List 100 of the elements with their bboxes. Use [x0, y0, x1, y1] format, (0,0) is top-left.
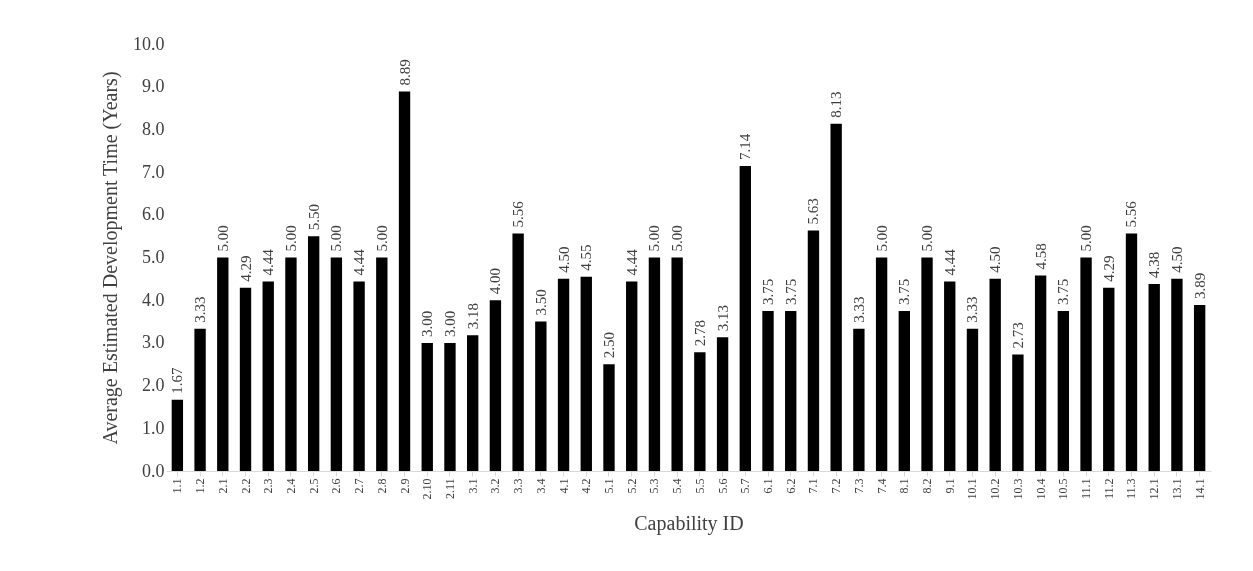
x-tick-label: 5.5	[692, 478, 707, 494]
data-label: 4.55	[578, 244, 595, 271]
x-tick-label: 2.2	[238, 478, 253, 494]
data-label: 5.63	[805, 198, 822, 225]
x-tick-label: 7.3	[851, 478, 866, 494]
data-label: 4.50	[555, 246, 572, 273]
x-tick-label: 11.1	[1079, 478, 1094, 500]
bar	[376, 257, 388, 471]
y-tick-label: 4.0	[142, 289, 165, 310]
bar	[285, 257, 297, 471]
bar	[671, 257, 683, 471]
bar	[898, 310, 910, 471]
bar	[921, 257, 933, 471]
bar	[739, 166, 751, 471]
data-label: 4.00	[487, 267, 504, 295]
data-label: 4.50	[1168, 246, 1185, 273]
bar	[1103, 287, 1115, 471]
data-label: 3.75	[1055, 278, 1072, 305]
bar	[830, 123, 842, 471]
x-tick-label: 3.4	[533, 478, 548, 494]
x-tick-label: 5.2	[624, 478, 639, 494]
bar	[535, 321, 547, 471]
x-tick-label: 7.1	[806, 478, 821, 494]
y-tick-label: 2.0	[142, 375, 165, 396]
bar	[1057, 310, 1070, 471]
bar	[716, 337, 729, 471]
bar	[398, 91, 411, 471]
data-label: 5.00	[919, 225, 936, 252]
data-label: 1.67	[169, 366, 186, 394]
x-tick-label: 2.1	[215, 478, 230, 494]
bar	[853, 328, 865, 471]
x-tick-label: 10.4	[1033, 478, 1048, 500]
y-axis-title: Average Estimated Development Time (Years)	[99, 71, 122, 445]
x-tick-label: 2.9	[397, 478, 412, 494]
data-label: 4.44	[623, 248, 640, 276]
x-tick-label: 2.8	[374, 478, 389, 494]
x-tick-label: 7.4	[874, 478, 889, 494]
bar	[807, 230, 820, 471]
data-label: 5.56	[510, 200, 527, 228]
bar	[1080, 257, 1092, 471]
y-tick-label: 8.0	[142, 118, 165, 139]
y-tick-label: 9.0	[142, 76, 165, 97]
x-tick-label: 10.1	[965, 478, 980, 500]
bar	[512, 233, 524, 471]
data-label: 3.33	[192, 296, 209, 323]
data-label: 3.33	[964, 296, 981, 323]
bar	[1012, 354, 1024, 471]
data-label: 7.14	[737, 133, 754, 161]
bar	[330, 257, 343, 471]
bar	[626, 281, 638, 471]
x-tick-label: 8.2	[920, 478, 935, 494]
bar	[239, 287, 252, 471]
data-label: 5.00	[214, 225, 231, 252]
data-label: 3.00	[441, 310, 458, 337]
y-tick-label: 6.0	[142, 204, 165, 225]
bar	[989, 278, 1001, 471]
x-tick-label: 2.11	[442, 478, 457, 500]
x-tick-label: 12.1	[1147, 478, 1162, 500]
bar	[353, 281, 365, 471]
x-tick-label: 7.2	[829, 478, 844, 494]
bar	[194, 328, 206, 471]
data-label: 2.50	[600, 332, 617, 359]
x-tick-label: 6.2	[783, 478, 798, 494]
bar	[1148, 283, 1160, 471]
data-label: 4.38	[1146, 251, 1163, 278]
data-label: 4.58	[1032, 243, 1049, 270]
x-tick-label: 1.1	[170, 478, 185, 494]
x-tick-label: 2.10	[420, 478, 435, 500]
bar	[648, 257, 661, 471]
x-tick-label: 2.7	[352, 478, 367, 494]
data-label: 3.13	[714, 305, 731, 332]
bar	[1171, 278, 1183, 471]
data-label: 5.00	[282, 225, 299, 252]
data-label: 3.50	[532, 289, 549, 316]
data-label: 8.89	[396, 59, 413, 86]
y-tick-label: 0.0	[142, 460, 165, 481]
x-tick-label: 14.1	[1192, 478, 1207, 500]
x-tick-label: 10.5	[1056, 478, 1071, 500]
x-tick-label: 2.5	[306, 478, 321, 494]
x-tick-label: 5.4	[670, 478, 685, 494]
bar	[307, 236, 320, 471]
x-tick-label: 11.2	[1101, 478, 1116, 500]
data-label: 3.00	[419, 310, 436, 337]
x-tick-label: 10.3	[1010, 478, 1025, 500]
data-label: 4.44	[941, 248, 958, 276]
data-label: 3.75	[782, 278, 799, 305]
data-label: 5.00	[873, 225, 890, 252]
data-label: 3.33	[850, 296, 867, 323]
data-label: 4.29	[1100, 255, 1117, 282]
x-tick-label: 13.1	[1169, 478, 1184, 500]
x-tick-label: 3.3	[511, 478, 526, 494]
x-tick-label: 10.2	[988, 478, 1003, 500]
x-tick-label: 5.6	[715, 478, 730, 494]
x-tick-label: 4.1	[556, 478, 571, 494]
data-label: 5.00	[373, 225, 390, 252]
bar	[171, 399, 184, 471]
data-label: 8.13	[828, 91, 845, 118]
bar	[580, 276, 592, 471]
x-tick-label: 5.1	[601, 478, 616, 494]
data-label: 5.00	[646, 225, 663, 252]
